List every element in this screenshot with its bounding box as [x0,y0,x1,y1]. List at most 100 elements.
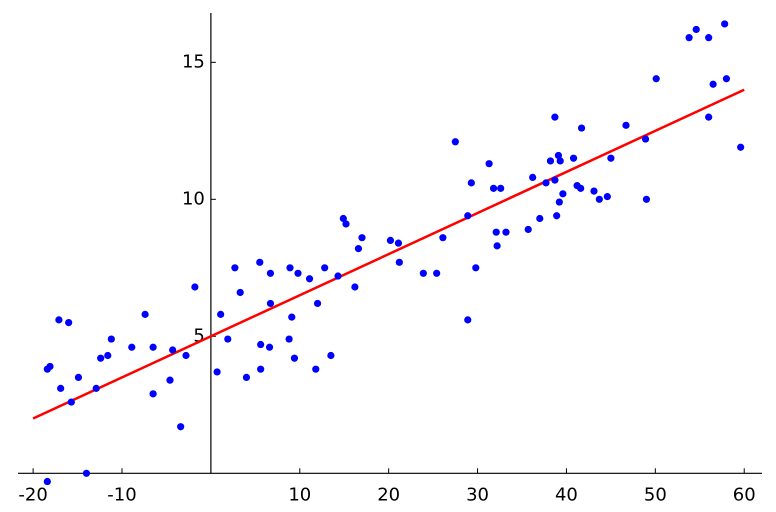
data-point [256,258,264,266]
data-point [721,20,729,28]
data-point [529,173,537,181]
y-tick-label: 10 [182,188,205,209]
data-point [705,34,713,42]
data-point [67,398,75,406]
data-point [354,245,363,253]
data-point [502,228,510,236]
data-point [92,384,100,392]
y-tick-label: 5 [193,325,204,346]
data-point [74,373,83,382]
data-point [641,135,650,143]
data-point [82,469,91,477]
data-point [559,190,567,198]
data-point [705,113,713,121]
data-point [65,319,73,327]
data-point [492,228,500,236]
data-point [305,275,314,283]
data-point [652,75,660,83]
data-point [433,269,441,277]
data-point [312,365,320,373]
data-point [294,269,302,277]
x-tick-label: -20 [18,484,47,505]
data-point [577,184,585,192]
data-point [46,362,54,371]
data-point [213,368,221,376]
data-point [104,351,112,360]
data-point [257,340,265,349]
data-point [334,272,342,280]
data-point [439,234,447,242]
regression-line [32,88,745,420]
data-point [313,299,322,308]
data-point [553,212,561,220]
data-point [257,365,265,373]
data-point [242,373,251,382]
x-tick-label: 50 [644,484,667,505]
data-point [57,384,65,392]
data-point [266,299,275,308]
data-point [386,236,395,245]
data-point [622,121,630,129]
data-point [182,351,190,360]
data-point [149,390,157,398]
data-point [321,264,329,272]
data-point [489,184,498,192]
data-point [497,184,505,192]
x-tick-label: -10 [107,484,136,505]
data-point [97,354,105,362]
data-point [342,220,350,228]
x-tick-label: 30 [466,484,489,505]
data-point [358,234,366,242]
data-point [685,34,693,42]
data-point [590,187,598,195]
data-point [737,143,745,151]
data-point [467,179,475,187]
data-point [290,354,299,362]
data-point [493,242,501,250]
data-point [603,192,611,201]
data-point [395,258,403,266]
data-point [692,25,700,34]
data-point [451,138,459,146]
data-point [524,225,532,234]
data-point [217,310,225,318]
data-point [351,283,359,291]
data-point [327,351,335,360]
data-point [551,113,559,121]
data-point [642,195,651,203]
data-point [551,176,559,184]
data-point [464,316,472,324]
data-point [107,335,115,343]
x-tick-label: 20 [377,484,400,505]
data-point [231,264,239,272]
data-point [722,75,731,83]
y-tick-label: 15 [182,51,205,72]
data-point [556,157,564,165]
data-point [339,214,347,223]
data-point [536,214,544,223]
data-point [485,160,493,168]
data-point [394,239,403,247]
data-point [55,316,63,324]
data-point [43,477,51,486]
data-point [266,269,275,277]
data-point [224,335,232,343]
data-point [169,346,177,354]
data-point [709,80,717,88]
data-point [288,313,296,321]
data-point [472,264,480,272]
data-point [569,154,578,162]
data-point [555,198,563,206]
data-point [191,283,199,291]
data-point [554,151,563,160]
data-point [577,124,586,132]
x-tick-label: 10 [288,484,311,505]
data-point [166,376,174,384]
data-point [595,195,603,203]
data-point [285,335,293,343]
data-point [265,343,274,351]
x-tick-label: 60 [733,484,756,505]
data-point [542,179,550,187]
data-point [546,157,555,165]
